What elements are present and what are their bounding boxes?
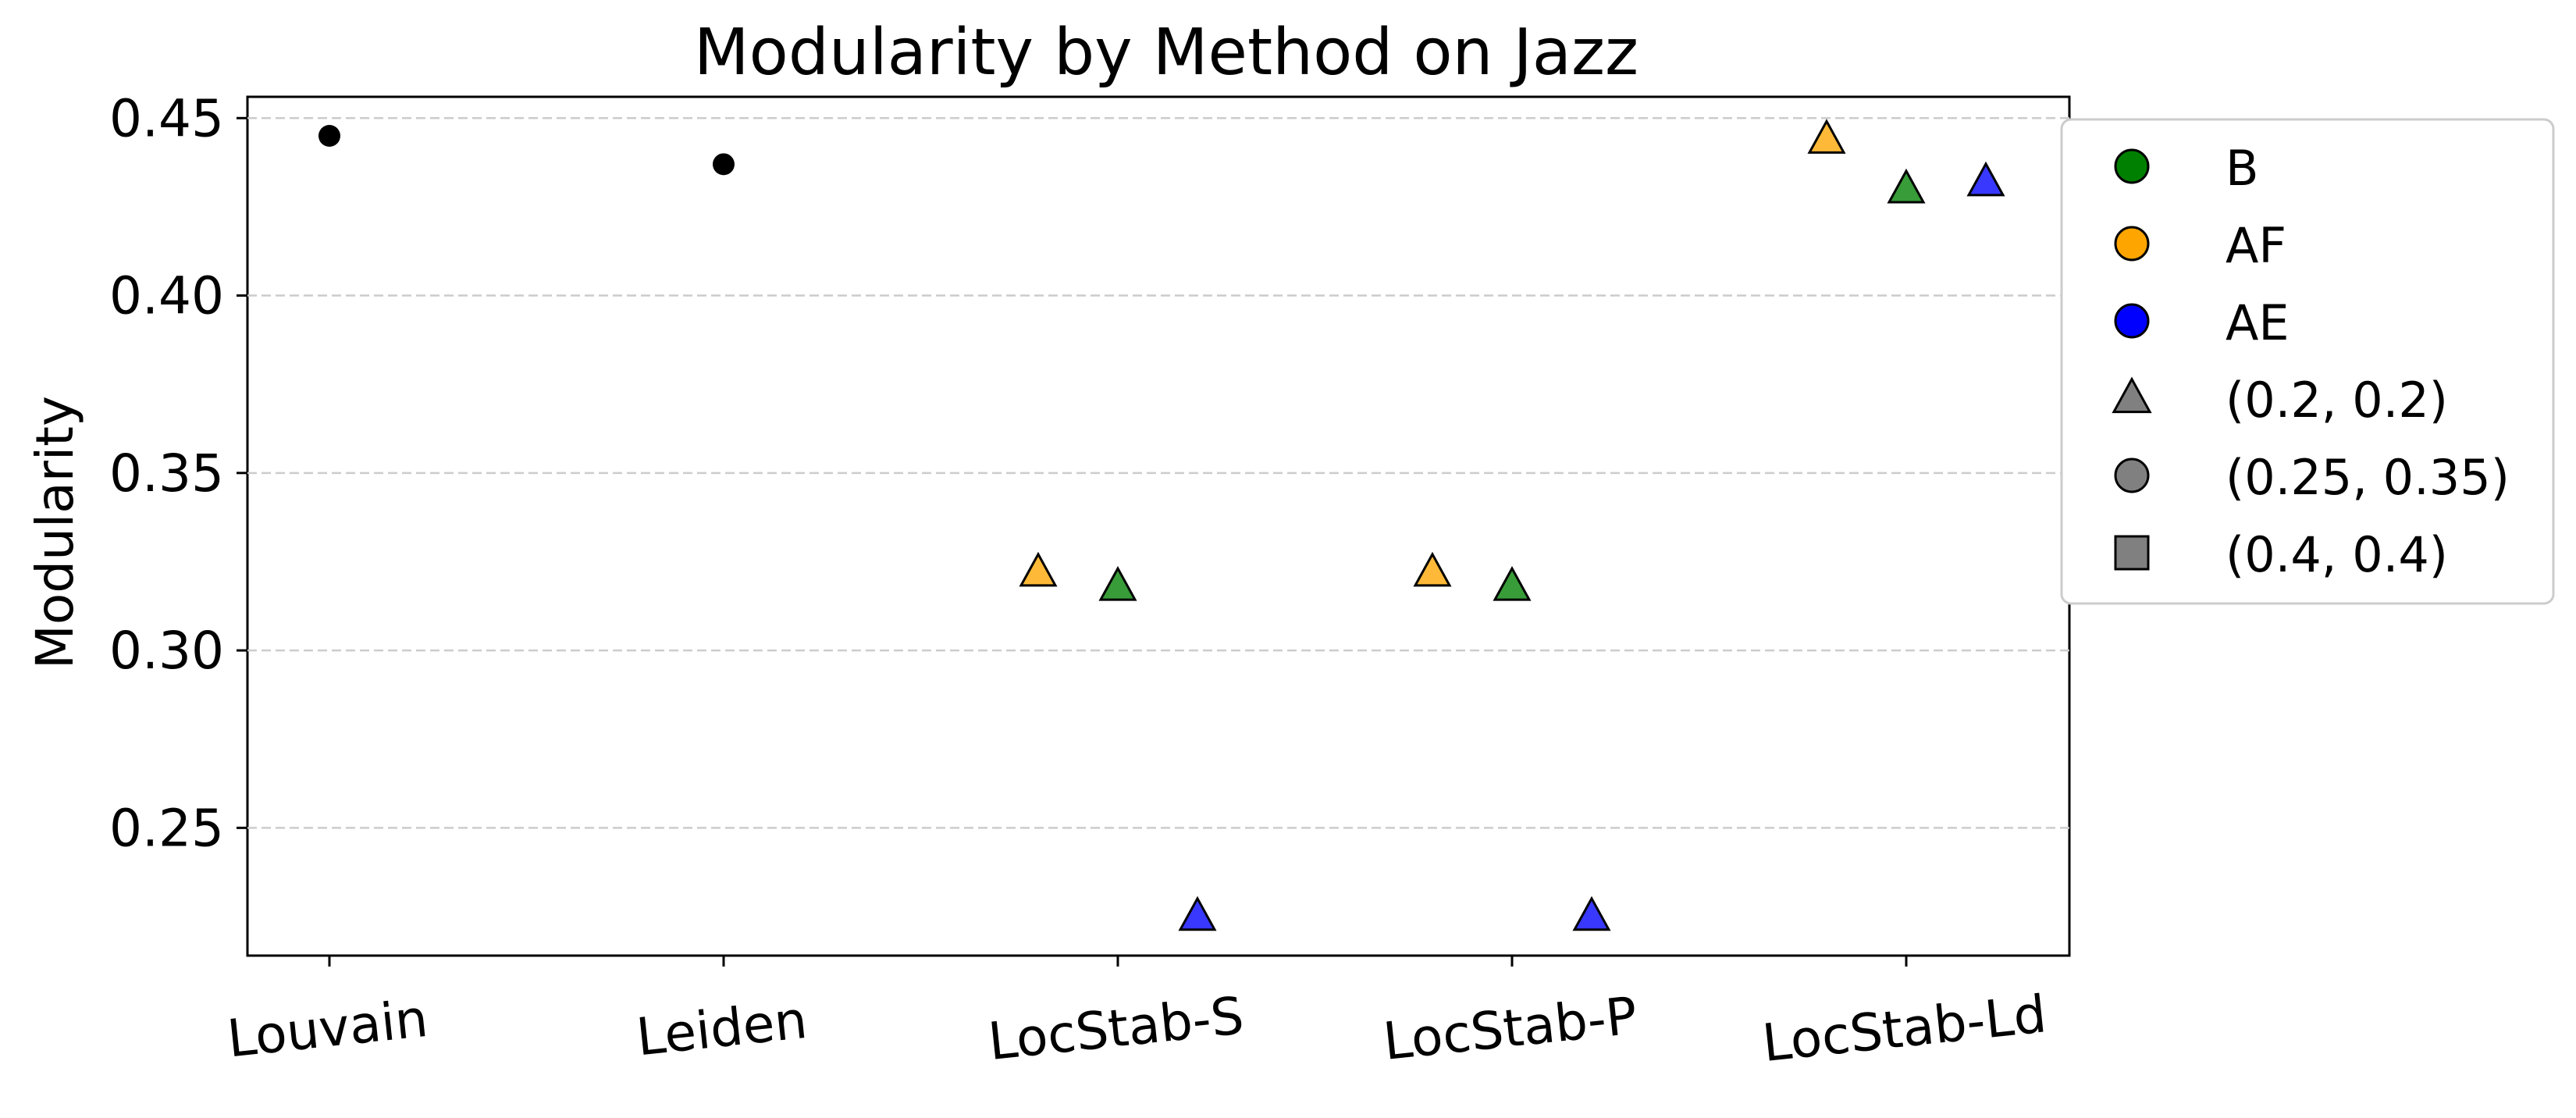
legend-marker-4 xyxy=(2114,458,2150,493)
legend-marker-1 xyxy=(2114,226,2150,262)
y-axis-label: Modularity xyxy=(25,396,85,669)
legend-label: (0.4, 0.4) xyxy=(2226,526,2448,583)
grid-lines xyxy=(247,117,2069,829)
data-point-locstab-s-ae xyxy=(1178,895,1217,931)
chart-title: Modularity by Method on Jazz xyxy=(694,16,1638,90)
legend-box xyxy=(2060,118,2555,605)
data-points xyxy=(318,119,2005,931)
data-point-locstab-p-ae xyxy=(1572,895,1611,931)
y-tick-label: 0.40 xyxy=(109,266,224,326)
x-tick-label: LocStab-S xyxy=(985,985,1246,1072)
y-tick-label: 0.30 xyxy=(109,621,224,681)
legend-marker-5 xyxy=(2114,535,2150,571)
y-tick-label: 0.25 xyxy=(109,798,224,858)
data-point-locstab-p-b xyxy=(1493,565,1532,601)
x-tick-label: LocStab-P xyxy=(1381,985,1640,1072)
x-tick-label: Leiden xyxy=(634,990,810,1067)
legend-marker-2 xyxy=(2114,303,2150,339)
legend-marker-3 xyxy=(2112,376,2152,414)
legend-label: AF xyxy=(2226,217,2286,274)
legend-marker-0 xyxy=(2114,148,2150,184)
data-point-locstab-ld-ae xyxy=(1966,161,2005,197)
data-point-locstab-ld-b xyxy=(1887,168,1926,204)
y-tick-label: 0.45 xyxy=(109,88,224,148)
legend: B AF AE (0.2, 0.2) (0.25, 0.35) (0.4, 0.4) xyxy=(2060,118,2555,605)
data-point-locstab-s-b xyxy=(1098,565,1137,601)
x-axis-ticks: Louvain Leiden LocStab-S LocStab-P LocStab-L… xyxy=(225,956,2049,1073)
legend-label: AE xyxy=(2226,294,2290,351)
data-point-louvain xyxy=(318,125,340,147)
plot-area xyxy=(246,95,2071,957)
data-point-locstab-ld-af xyxy=(1807,119,1846,154)
y-axis-ticks: 0.25 0.30 0.35 0.40 0.45 xyxy=(109,88,247,858)
data-point-locstab-s-af xyxy=(1019,551,1058,587)
legend-label: B xyxy=(2226,140,2259,197)
y-tick-label: 0.35 xyxy=(109,443,224,504)
x-tick-label: LocStab-Ld xyxy=(1759,984,2049,1073)
data-point-leiden xyxy=(713,153,735,176)
legend-label: (0.25, 0.35) xyxy=(2226,449,2510,506)
x-tick-label: Louvain xyxy=(225,988,431,1069)
data-point-locstab-p-af xyxy=(1413,551,1452,587)
legend-label: (0.2, 0.2) xyxy=(2226,372,2448,429)
